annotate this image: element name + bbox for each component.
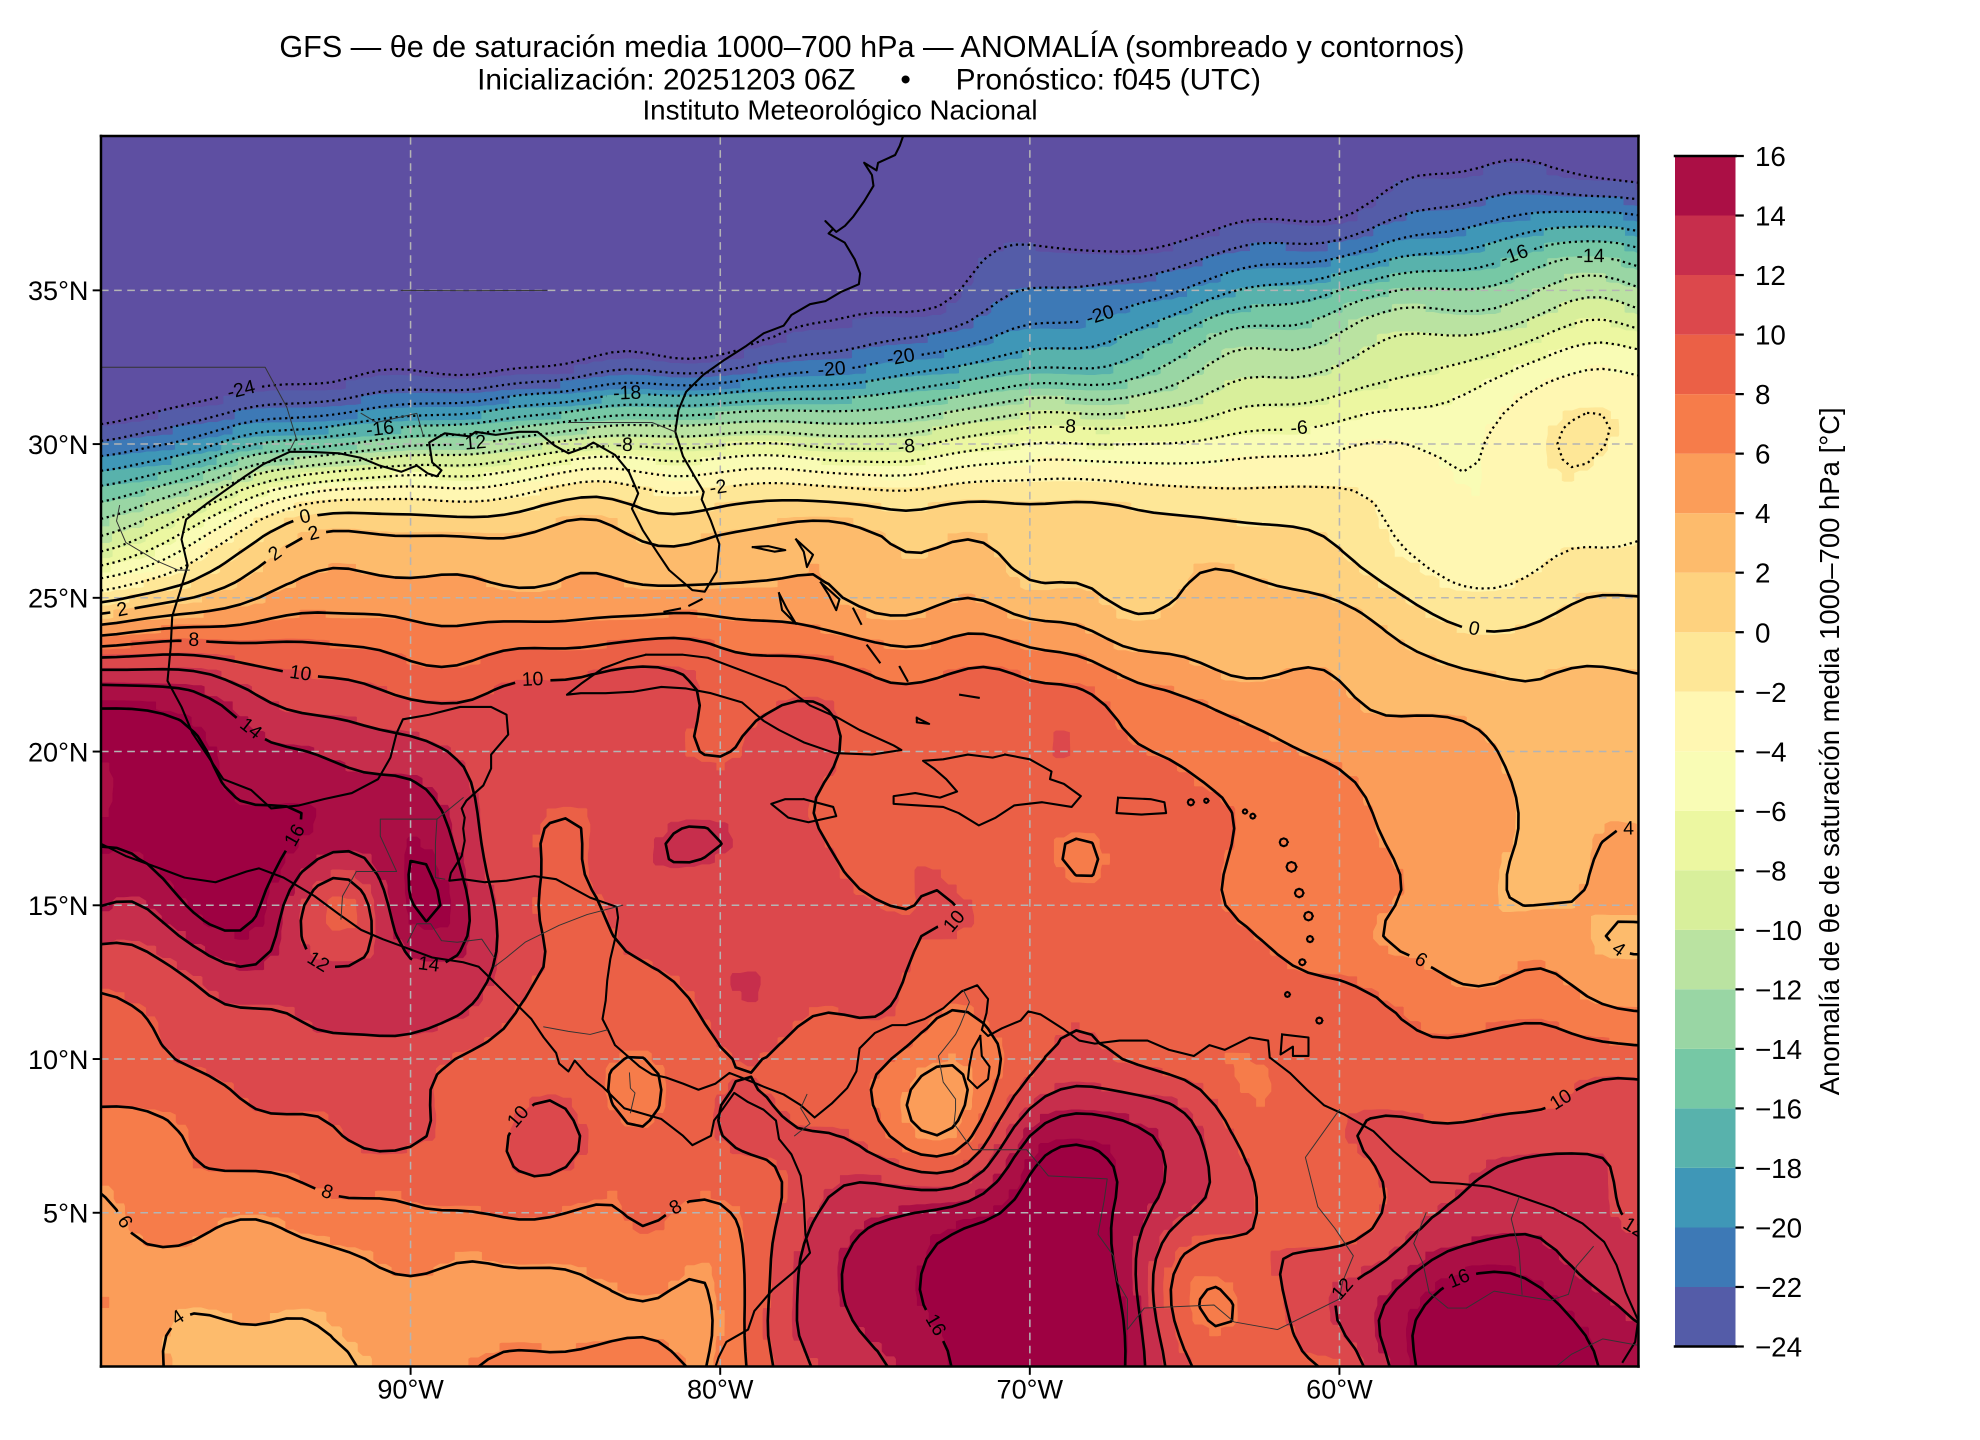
svg-text:4: 4 <box>1623 817 1634 839</box>
svg-text:−24: −24 <box>1755 1332 1802 1363</box>
svg-text:6: 6 <box>1755 439 1770 470</box>
svg-text:−8: −8 <box>1755 855 1787 886</box>
svg-text:−18: −18 <box>1755 1153 1802 1184</box>
svg-text:12: 12 <box>1755 260 1786 291</box>
svg-text:0: 0 <box>1467 617 1482 641</box>
svg-text:14: 14 <box>1755 201 1786 232</box>
svg-text:35°N: 35°N <box>28 275 89 306</box>
svg-text:16: 16 <box>1755 141 1786 172</box>
svg-text:Inicialización: 20251203 06Z: Inicialización: 20251203 06Z • Pronóstic… <box>477 63 1261 96</box>
svg-text:14: 14 <box>417 952 441 977</box>
svg-text:-8: -8 <box>615 434 633 456</box>
svg-text:Instituto Meteorológico Nacion: Instituto Meteorológico Nacional <box>642 95 1037 126</box>
svg-text:-18: -18 <box>613 382 642 405</box>
svg-text:5°N: 5°N <box>43 1198 88 1229</box>
svg-text:−4: −4 <box>1755 736 1787 767</box>
svg-text:2: 2 <box>306 521 322 545</box>
svg-text:70°W: 70°W <box>997 1374 1064 1405</box>
svg-text:−14: −14 <box>1755 1034 1802 1065</box>
svg-text:Anomalía de θe de saturación m: Anomalía de θe de saturación media 1000–… <box>1814 407 1845 1095</box>
svg-text:2: 2 <box>1755 558 1770 589</box>
svg-text:90°W: 90°W <box>377 1374 444 1405</box>
svg-text:80°W: 80°W <box>687 1374 754 1405</box>
svg-text:−6: −6 <box>1755 796 1787 827</box>
svg-text:-12: -12 <box>457 431 487 455</box>
svg-text:-20: -20 <box>885 344 917 371</box>
svg-text:30°N: 30°N <box>28 429 89 460</box>
svg-text:10°N: 10°N <box>28 1044 89 1075</box>
svg-text:-6: -6 <box>1290 416 1309 439</box>
svg-text:-2: -2 <box>708 475 728 499</box>
svg-text:−2: −2 <box>1755 677 1787 708</box>
svg-text:15°N: 15°N <box>28 890 89 921</box>
svg-text:2: 2 <box>115 598 130 622</box>
svg-text:10: 10 <box>521 668 544 691</box>
svg-text:GFS — θe de saturación media 1: GFS — θe de saturación media 1000–700 hP… <box>279 29 1464 64</box>
svg-text:20°N: 20°N <box>28 736 89 767</box>
svg-text:0: 0 <box>297 505 313 529</box>
svg-text:0: 0 <box>1755 617 1770 648</box>
svg-text:−20: −20 <box>1755 1213 1802 1244</box>
svg-text:−10: −10 <box>1755 915 1802 946</box>
svg-text:-8: -8 <box>897 435 917 459</box>
svg-text:10: 10 <box>288 661 313 686</box>
svg-text:-16: -16 <box>365 416 396 441</box>
svg-text:−12: −12 <box>1755 974 1802 1005</box>
svg-text:−22: −22 <box>1755 1272 1802 1303</box>
svg-text:4: 4 <box>1755 498 1770 529</box>
svg-text:8: 8 <box>188 629 199 651</box>
svg-text:-14: -14 <box>1576 245 1604 267</box>
svg-text:−16: −16 <box>1755 1093 1802 1124</box>
svg-text:60°W: 60°W <box>1306 1374 1373 1405</box>
svg-text:10: 10 <box>1755 320 1786 351</box>
svg-text:8: 8 <box>1755 379 1770 410</box>
svg-text:25°N: 25°N <box>28 583 89 614</box>
svg-text:-20: -20 <box>817 357 847 381</box>
svg-text:-8: -8 <box>1058 415 1076 438</box>
